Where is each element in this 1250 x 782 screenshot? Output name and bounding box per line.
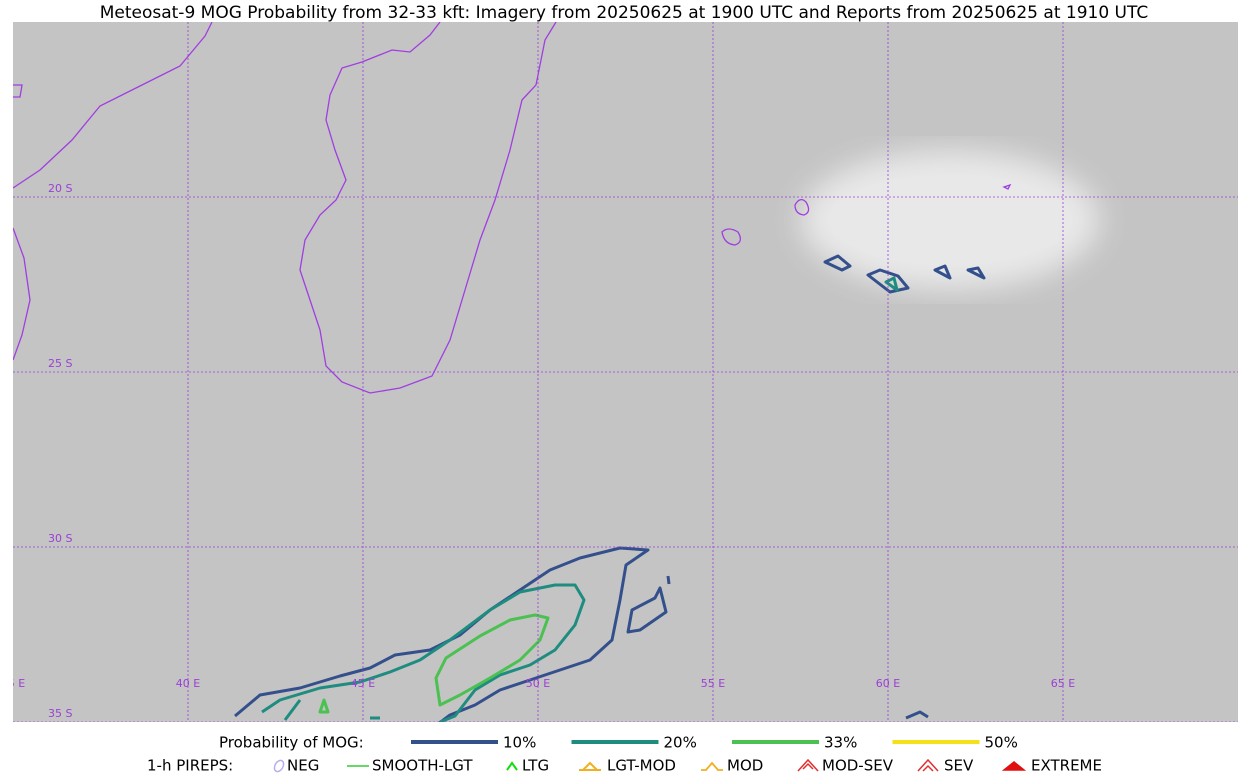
legend-label: 10% (503, 734, 536, 752)
contour-10 (234, 546, 650, 722)
contour-20 (261, 583, 586, 722)
pirep-icon (1001, 761, 1027, 771)
graticule: 20 S 25 S 30 S 35 S 35 E 40 E 45 E 50 E 55 E 60 E… (1, 22, 1238, 722)
legend-label: SMOOTH-LGT (372, 757, 473, 775)
lon-label: 60 E (876, 677, 900, 690)
pirep-icon (797, 758, 819, 772)
legend-label: SEV (944, 757, 974, 775)
island (721, 228, 742, 246)
legend-label: 20% (664, 734, 697, 752)
pirep-icon (579, 761, 601, 771)
coastline (13, 84, 23, 98)
lon-label: 55 E (701, 677, 725, 690)
lon-label: 45 E (351, 677, 375, 690)
coastline (13, 227, 31, 361)
island (794, 198, 810, 216)
coastline (299, 22, 557, 394)
legend-label: 33% (824, 734, 857, 752)
pirep-icon (273, 759, 285, 773)
legend: Probability of MOG: 10% 20% 33% 50% 1-h PIREP… (147, 734, 1102, 775)
cloud-cluster (800, 150, 1100, 290)
legend-label: NEG (287, 757, 319, 775)
contour-10 (823, 254, 986, 720)
pirep-icon (701, 761, 723, 771)
legend-label: MOD-SEV (822, 757, 894, 775)
contour-20 (884, 276, 899, 292)
lat-label: 20 S (48, 182, 72, 195)
legend-label: LGT-MOD (607, 757, 676, 775)
lon-label: 35 E (1, 677, 25, 690)
legend-label: LTG (522, 757, 549, 775)
contour-33 (318, 613, 550, 714)
legend-title: 1-h PIREPS: (147, 757, 233, 775)
title: Meteosat-9 MOG Probability from 32-33 kf… (100, 3, 1149, 23)
contours (234, 254, 986, 722)
lon-label: 50 E (526, 677, 550, 690)
legend-title: Probability of MOG: (219, 734, 364, 752)
legend-label: 50% (985, 734, 1018, 752)
pirep-icon (917, 758, 939, 772)
island (1002, 183, 1012, 190)
lat-label: 30 S (48, 532, 72, 545)
lon-label: 40 E (176, 677, 200, 690)
legend-label: MOD (727, 757, 763, 775)
contour-10 (626, 575, 671, 634)
coastline (13, 22, 213, 189)
pirep-icon (506, 761, 518, 771)
map: 20 S 25 S 30 S 35 S 35 E 40 E 45 E 50 E 55 E 60 E… (1, 22, 1238, 722)
lon-label: 65 E (1051, 677, 1075, 690)
lat-label: 35 S (48, 707, 72, 720)
legend-label: EXTREME (1031, 757, 1102, 775)
lat-label: 25 S (48, 357, 72, 370)
